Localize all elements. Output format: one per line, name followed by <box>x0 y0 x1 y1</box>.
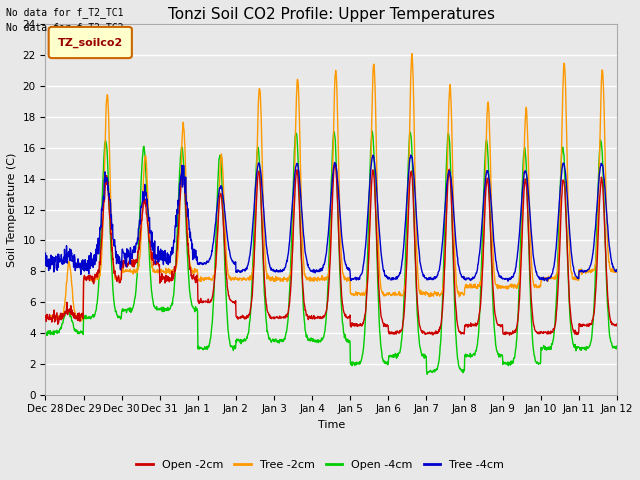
Text: No data for f_T2_TC2: No data for f_T2_TC2 <box>6 22 124 33</box>
Legend: Open -2cm, Tree -2cm, Open -4cm, Tree -4cm: Open -2cm, Tree -2cm, Open -4cm, Tree -4… <box>132 456 508 474</box>
Y-axis label: Soil Temperature (C): Soil Temperature (C) <box>7 152 17 267</box>
Text: TZ_soilco2: TZ_soilco2 <box>58 37 123 48</box>
X-axis label: Time: Time <box>317 420 345 430</box>
Title: Tonzi Soil CO2 Profile: Upper Temperatures: Tonzi Soil CO2 Profile: Upper Temperatur… <box>168 7 495 22</box>
Text: No data for f_T2_TC1: No data for f_T2_TC1 <box>6 7 124 18</box>
